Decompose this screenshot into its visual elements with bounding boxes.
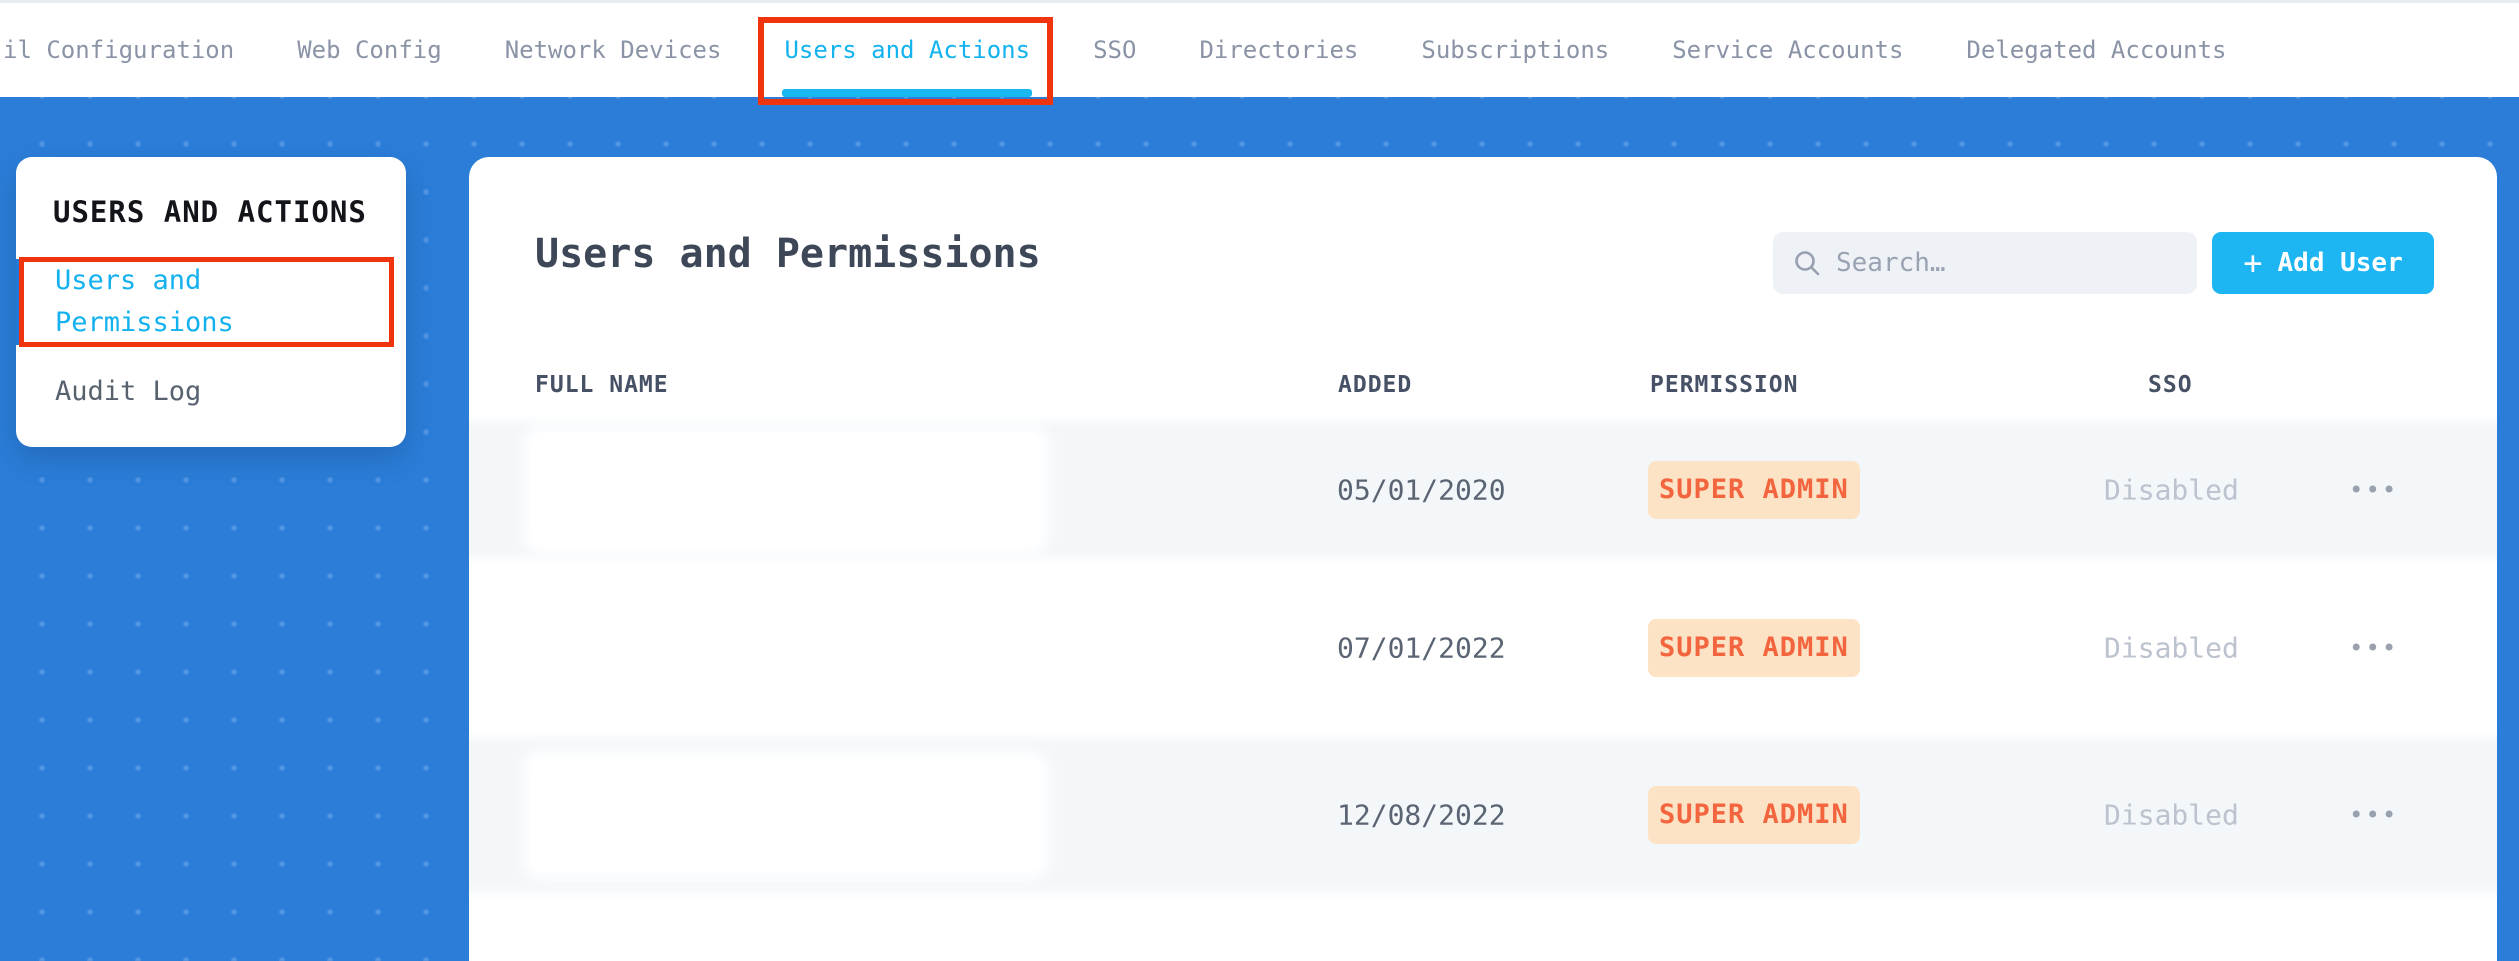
sidebar-item-users-and-permissions[interactable]: Users and Permissions [16,257,406,347]
active-tab-underline [782,89,1033,97]
add-user-button[interactable]: + Add User [2212,232,2434,294]
permission-badge: SUPER ADMIN [1648,461,1860,519]
plus-icon: + [2243,244,2263,282]
tab-subscriptions[interactable]: Subscriptions [1421,36,1610,64]
column-header-full-name: FULL NAME [535,372,669,398]
sidebar-card: USERS AND ACTIONS Users and Permissions … [16,157,406,447]
search-icon [1795,251,1820,276]
redacted-full-name [531,590,1041,705]
active-item-indicator [16,259,22,345]
sidebar-item-label: Audit Log [55,375,202,407]
tab-service-accounts[interactable]: Service Accounts [1672,36,1904,64]
content-background: USERS AND ACTIONS Users and Permissions … [0,97,2519,961]
more-options-icon[interactable]: ••• [2349,801,2399,829]
permission-badge: SUPER ADMIN [1648,618,1860,677]
add-user-label: Add User [2277,248,2403,278]
tab-directories[interactable]: Directories [1199,36,1359,64]
column-header-permission: PERMISSION [1650,372,1799,398]
added-date: 05/01/2020 [1337,473,1506,507]
sso-status: Disabled [2104,473,2239,507]
table-row: 12/08/2022 SUPER ADMIN Disabled ••• [469,730,2497,900]
tab-web-config[interactable]: Web Config [297,36,442,64]
column-header-sso: SSO [2148,372,2193,398]
user-table-body: 05/01/2020 SUPER ADMIN Disabled ••• 07/0… [469,415,2497,900]
tab-list: il Configuration Web Config Network Devi… [3,3,2227,97]
top-tab-bar: il Configuration Web Config Network Devi… [0,0,2519,105]
redacted-full-name [531,433,1041,547]
search-box [1773,232,2197,294]
tab-users-and-actions[interactable]: Users and Actions [782,3,1033,97]
tab-users-and-actions-label: Users and Actions [784,36,1031,64]
search-input[interactable] [1836,248,2177,278]
sso-status: Disabled [2104,798,2239,832]
more-options-icon[interactable]: ••• [2349,633,2399,662]
redacted-full-name [531,758,1041,872]
tab-il-configuration[interactable]: il Configuration [3,36,235,64]
table-row: 07/01/2022 SUPER ADMIN Disabled ••• [469,565,2497,730]
page-title: Users and Permissions [535,231,1041,277]
permission-badge: SUPER ADMIN [1648,786,1860,844]
sidebar-item-audit-log[interactable]: Audit Log [16,363,406,419]
tab-delegated-accounts[interactable]: Delegated Accounts [1966,36,2227,64]
users-permissions-panel: Users and Permissions + Add User FULL NA… [469,157,2497,961]
added-date: 12/08/2022 [1337,798,1506,832]
sidebar-item-label: Users and Permissions [55,265,234,338]
column-header-added: ADDED [1338,372,1413,398]
sidebar-title: USERS AND ACTIONS [53,195,367,229]
added-date: 07/01/2022 [1337,631,1506,664]
table-row: 05/01/2020 SUPER ADMIN Disabled ••• [469,415,2497,565]
tab-sso[interactable]: SSO [1093,36,1137,64]
sso-status: Disabled [2104,631,2239,664]
tab-network-devices[interactable]: Network Devices [504,36,722,64]
more-options-icon[interactable]: ••• [2349,476,2399,504]
